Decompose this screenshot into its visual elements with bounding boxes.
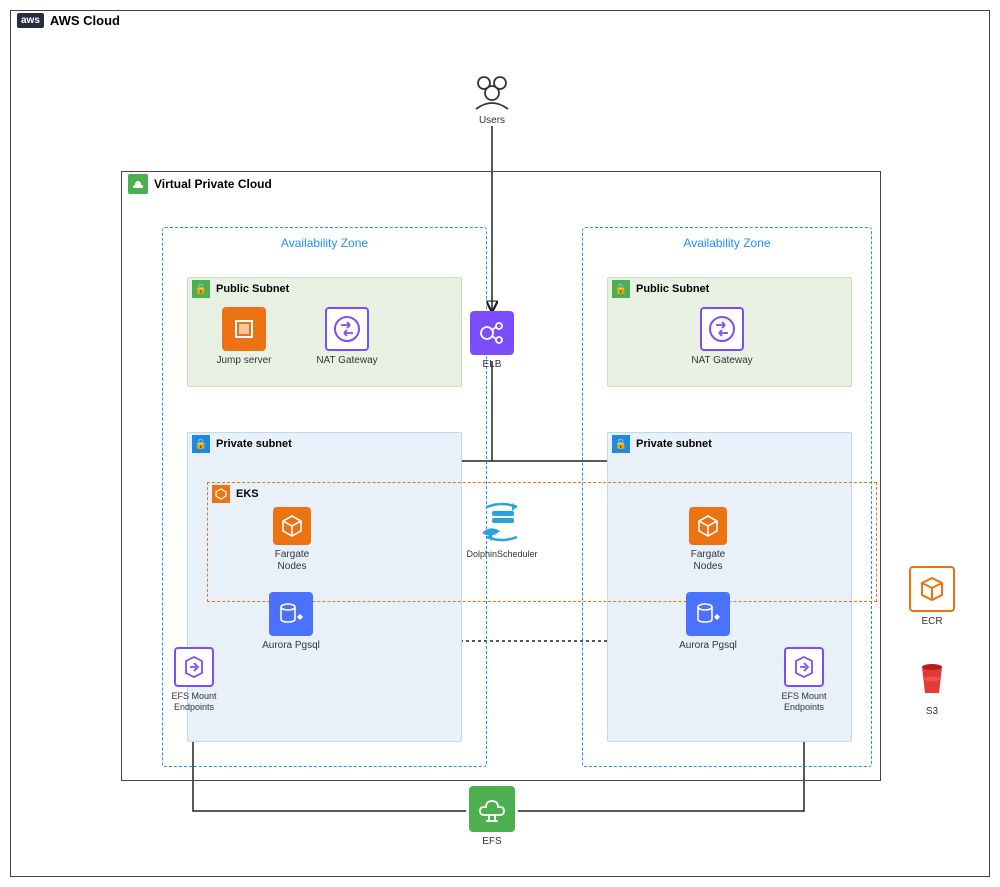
aurora-icon bbox=[269, 592, 313, 636]
aurora2-label: Aurora Pgsql bbox=[679, 640, 737, 652]
dolphin-icon bbox=[472, 497, 532, 545]
nat-gateway-2-node: NAT Gateway bbox=[682, 307, 762, 367]
elb-icon bbox=[470, 311, 514, 355]
eks-icon bbox=[212, 485, 230, 503]
efs-label: EFS bbox=[482, 836, 501, 848]
az2-label: Availability Zone bbox=[683, 236, 770, 250]
nat-icon bbox=[325, 307, 369, 351]
fargate1-label: Fargate Nodes bbox=[262, 549, 322, 573]
fargate-1-node: Fargate Nodes bbox=[262, 507, 322, 573]
public-subnet-2-label: 🔒 Public Subnet bbox=[608, 278, 713, 300]
s3-icon bbox=[909, 656, 955, 702]
aws-cloud-text: AWS Cloud bbox=[50, 13, 120, 28]
az1-label: Availability Zone bbox=[281, 236, 368, 250]
lock-icon: 🔒 bbox=[192, 435, 210, 453]
efs-mount-icon bbox=[784, 647, 824, 687]
dolphin-label: DolphinScheduler bbox=[466, 549, 537, 560]
elb-label: ELB bbox=[483, 359, 502, 371]
efs-node: EFS bbox=[462, 786, 522, 848]
aws-logo-icon: aws bbox=[17, 13, 44, 28]
private-subnet-1-label: 🔒 Private subnet bbox=[188, 433, 296, 455]
efsm2-label: EFS Mount Endpoints bbox=[777, 691, 831, 713]
ecr-icon bbox=[909, 566, 955, 612]
efs-mount-icon bbox=[174, 647, 214, 687]
aurora1-label: Aurora Pgsql bbox=[262, 640, 320, 652]
fargate-icon bbox=[273, 507, 311, 545]
vpc-icon bbox=[128, 174, 148, 194]
aurora-1-node: Aurora Pgsql bbox=[261, 592, 321, 652]
private-subnet-2-text: Private subnet bbox=[636, 438, 712, 450]
fargate2-label: Fargate Nodes bbox=[678, 549, 738, 573]
vpc-label: Virtual Private Cloud bbox=[122, 172, 278, 196]
private-subnet-2-label: 🔒 Private subnet bbox=[608, 433, 716, 455]
efsm1-label: EFS Mount Endpoints bbox=[167, 691, 221, 713]
private-subnet-1-text: Private subnet bbox=[216, 438, 292, 450]
s3-label: S3 bbox=[926, 706, 938, 718]
lock-icon: 🔒 bbox=[612, 435, 630, 453]
public-subnet-1-text: Public Subnet bbox=[216, 283, 289, 295]
jump-server-node: Jump server bbox=[214, 307, 274, 367]
lock-icon: 🔒 bbox=[612, 280, 630, 298]
ecr-label: ECR bbox=[921, 616, 942, 628]
eks-text: EKS bbox=[236, 488, 259, 500]
efs-icon bbox=[469, 786, 515, 832]
public-subnet-2-text: Public Subnet bbox=[636, 283, 709, 295]
fargate-icon bbox=[689, 507, 727, 545]
dolphin-scheduler-node: DolphinScheduler bbox=[457, 497, 547, 560]
vpc-text: Virtual Private Cloud bbox=[154, 177, 272, 191]
users-label: Users bbox=[479, 115, 505, 127]
jump-server-label: Jump server bbox=[216, 355, 271, 367]
nat1-label: NAT Gateway bbox=[316, 355, 377, 367]
eks-label: EKS bbox=[208, 483, 263, 505]
aws-cloud-label: aws AWS Cloud bbox=[11, 11, 126, 30]
fargate-2-node: Fargate Nodes bbox=[678, 507, 738, 573]
s3-node: S3 bbox=[902, 656, 962, 718]
nat-icon bbox=[700, 307, 744, 351]
lock-icon: 🔒 bbox=[192, 280, 210, 298]
users-icon bbox=[467, 71, 517, 111]
elb-node: ELB bbox=[462, 311, 522, 371]
efs-mount-1-node: EFS Mount Endpoints bbox=[167, 647, 221, 713]
aurora-icon bbox=[686, 592, 730, 636]
nat-gateway-1-node: NAT Gateway bbox=[307, 307, 387, 367]
ec2-icon bbox=[222, 307, 266, 351]
aws-cloud-region: aws AWS Cloud Users bbox=[10, 10, 990, 877]
users-node: Users bbox=[462, 71, 522, 127]
efs-mount-2-node: EFS Mount Endpoints bbox=[777, 647, 831, 713]
ecr-node: ECR bbox=[902, 566, 962, 628]
nat2-label: NAT Gateway bbox=[691, 355, 752, 367]
aurora-2-node: Aurora Pgsql bbox=[678, 592, 738, 652]
vpc-region: Virtual Private Cloud Availability Zone … bbox=[121, 171, 881, 781]
public-subnet-1-label: 🔒 Public Subnet bbox=[188, 278, 293, 300]
